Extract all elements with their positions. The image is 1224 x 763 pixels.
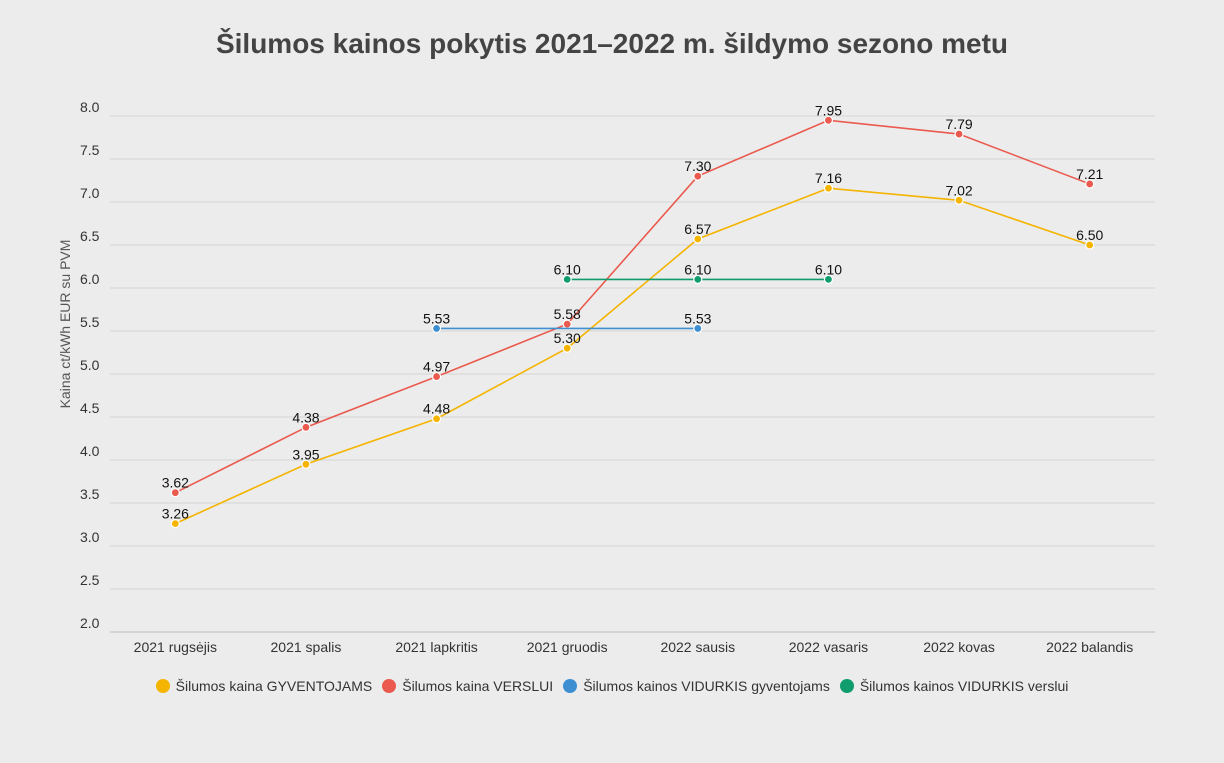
data-label: 6.10 xyxy=(684,261,711,277)
legend-item: Šilumos kainos VIDURKIS gyventojams xyxy=(563,678,830,694)
data-point xyxy=(431,323,442,334)
data-point xyxy=(170,519,180,529)
series-lines xyxy=(170,115,1095,529)
data-label: 3.26 xyxy=(162,506,189,522)
data-point xyxy=(693,234,703,244)
data-label: 6.10 xyxy=(815,261,842,277)
legend-label: Šilumos kainos VIDURKIS verslui xyxy=(859,678,1069,694)
data-point xyxy=(562,274,572,284)
data-point xyxy=(823,183,834,193)
legend-label: Šilumos kainos VIDURKIS gyventojams xyxy=(583,678,830,694)
data-label: 5.53 xyxy=(684,310,711,326)
data-point xyxy=(823,115,834,125)
y-tick-label: 8.0 xyxy=(80,99,100,115)
data-label: 5.58 xyxy=(554,306,581,322)
data-label: 7.02 xyxy=(945,182,972,198)
data-label: 7.79 xyxy=(945,116,972,132)
y-tick-label: 7.5 xyxy=(80,142,100,158)
data-point xyxy=(301,459,311,469)
x-tick-label: 2022 sausis xyxy=(660,639,735,655)
legend-label: Šilumos kaina VERSLUI xyxy=(402,678,554,694)
data-point xyxy=(693,323,703,334)
y-tick-label: 3.0 xyxy=(80,529,100,545)
data-point xyxy=(693,274,703,284)
legend-swatch xyxy=(563,679,578,693)
chart-title: Šilumos kainos pokytis 2021–2022 m. šild… xyxy=(215,28,1009,59)
data-label: 5.53 xyxy=(423,310,450,326)
y-tick-label: 5.0 xyxy=(80,357,100,373)
data-point xyxy=(823,274,834,284)
y-tick-label: 4.5 xyxy=(80,400,100,416)
y-axis-title: Kaina ct/kWh EUR su PVM xyxy=(57,240,73,409)
x-tick-label: 2022 vasaris xyxy=(789,639,868,655)
data-point xyxy=(562,343,572,353)
data-label: 6.57 xyxy=(684,221,711,237)
data-label: 4.38 xyxy=(292,409,319,425)
data-label: 4.48 xyxy=(423,401,450,417)
data-point xyxy=(1085,240,1095,250)
axes: 2.0 2.5 3.0 3.5 4.0 4.5 5.0 5.5 6.0 6.5 7.0 7.5 8.0 2… xyxy=(57,99,1133,655)
series-line xyxy=(174,187,1090,525)
data-point xyxy=(693,171,703,181)
data-label: 3.62 xyxy=(162,475,189,491)
series-line xyxy=(174,119,1090,494)
data-point xyxy=(431,371,442,382)
legend-swatch xyxy=(382,679,397,693)
data-label: 5.30 xyxy=(554,330,581,346)
x-tick-label: 2022 balandis xyxy=(1046,639,1133,655)
data-point xyxy=(170,488,180,498)
data-point xyxy=(954,195,964,205)
x-tick-label: 2022 kovas xyxy=(923,639,995,655)
y-tick-label: 3.5 xyxy=(80,486,100,502)
data-label: 7.30 xyxy=(684,158,711,174)
data-label: 6.10 xyxy=(554,261,581,277)
data-label: 3.95 xyxy=(292,446,319,462)
data-label: 4.97 xyxy=(423,359,450,375)
data-label: 7.95 xyxy=(815,102,842,118)
legend-swatch xyxy=(155,679,170,693)
y-tick-label: 2.0 xyxy=(80,615,100,631)
data-label: 7.16 xyxy=(815,170,842,186)
x-tick-label: 2021 spalis xyxy=(271,639,342,655)
x-tick-label: 2021 rugsėjis xyxy=(134,639,217,655)
legend-item: Šilumos kainos VIDURKIS verslui xyxy=(839,678,1069,694)
data-point xyxy=(431,414,442,424)
data-label: 7.21 xyxy=(1076,166,1103,182)
data-point xyxy=(301,422,311,432)
legend: Šilumos kaina GYVENTOJAMS Šilumos kaina V… xyxy=(0,678,1224,694)
y-tick-label: 6.5 xyxy=(80,228,100,244)
y-tick-label: 5.5 xyxy=(80,314,100,330)
grid xyxy=(110,115,1155,633)
y-tick-label: 2.5 xyxy=(80,572,100,588)
y-tick-label: 4.0 xyxy=(80,443,100,459)
y-tick-label: 6.0 xyxy=(80,271,100,287)
x-tick-label: 2021 gruodis xyxy=(527,639,608,655)
data-point xyxy=(954,129,964,139)
legend-label: Šilumos kaina GYVENTOJAMS xyxy=(175,678,373,694)
x-tick-label: 2021 lapkritis xyxy=(395,639,478,655)
legend-item: Šilumos kaina GYVENTOJAMS xyxy=(155,678,373,694)
legend-swatch xyxy=(839,679,854,693)
data-labels: 3.26 3.95 4.48 5.30 6.57 7.16 7.02 6.50 3.62 4.38… xyxy=(162,102,1104,521)
data-label: 6.50 xyxy=(1076,227,1103,243)
legend-item: Šilumos kaina VERSLUI xyxy=(382,678,553,694)
y-tick-label: 7.0 xyxy=(80,185,100,201)
data-point xyxy=(1085,179,1095,189)
